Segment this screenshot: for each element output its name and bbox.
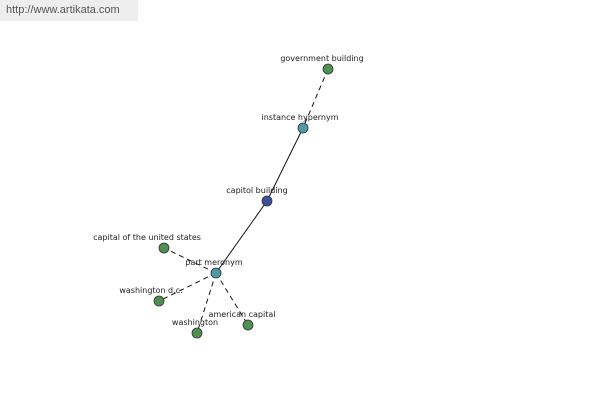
node[interactable]	[158, 242, 170, 254]
node-label: capitol building	[226, 186, 287, 195]
node-label: american capital	[209, 310, 276, 319]
node[interactable]	[297, 122, 309, 134]
edge	[215, 272, 249, 326]
node-label: washington	[172, 318, 218, 327]
node-label: government building	[280, 54, 363, 63]
node-label: part meronym	[185, 258, 242, 267]
edge	[215, 200, 268, 274]
node[interactable]	[322, 63, 334, 75]
node[interactable]	[153, 295, 165, 307]
edge	[266, 127, 304, 202]
node[interactable]	[210, 267, 222, 279]
node-label: instance hypernym	[262, 113, 339, 122]
edge	[158, 272, 217, 302]
node[interactable]	[191, 327, 203, 339]
edge	[163, 247, 217, 274]
node[interactable]	[261, 195, 273, 207]
edge	[196, 272, 217, 334]
node[interactable]	[242, 319, 254, 331]
edge	[302, 68, 329, 129]
site-url[interactable]: http://www.artikata.com	[0, 0, 138, 21]
node-label: washington d.c.	[119, 286, 182, 295]
node-label: capital of the united states	[93, 233, 201, 242]
